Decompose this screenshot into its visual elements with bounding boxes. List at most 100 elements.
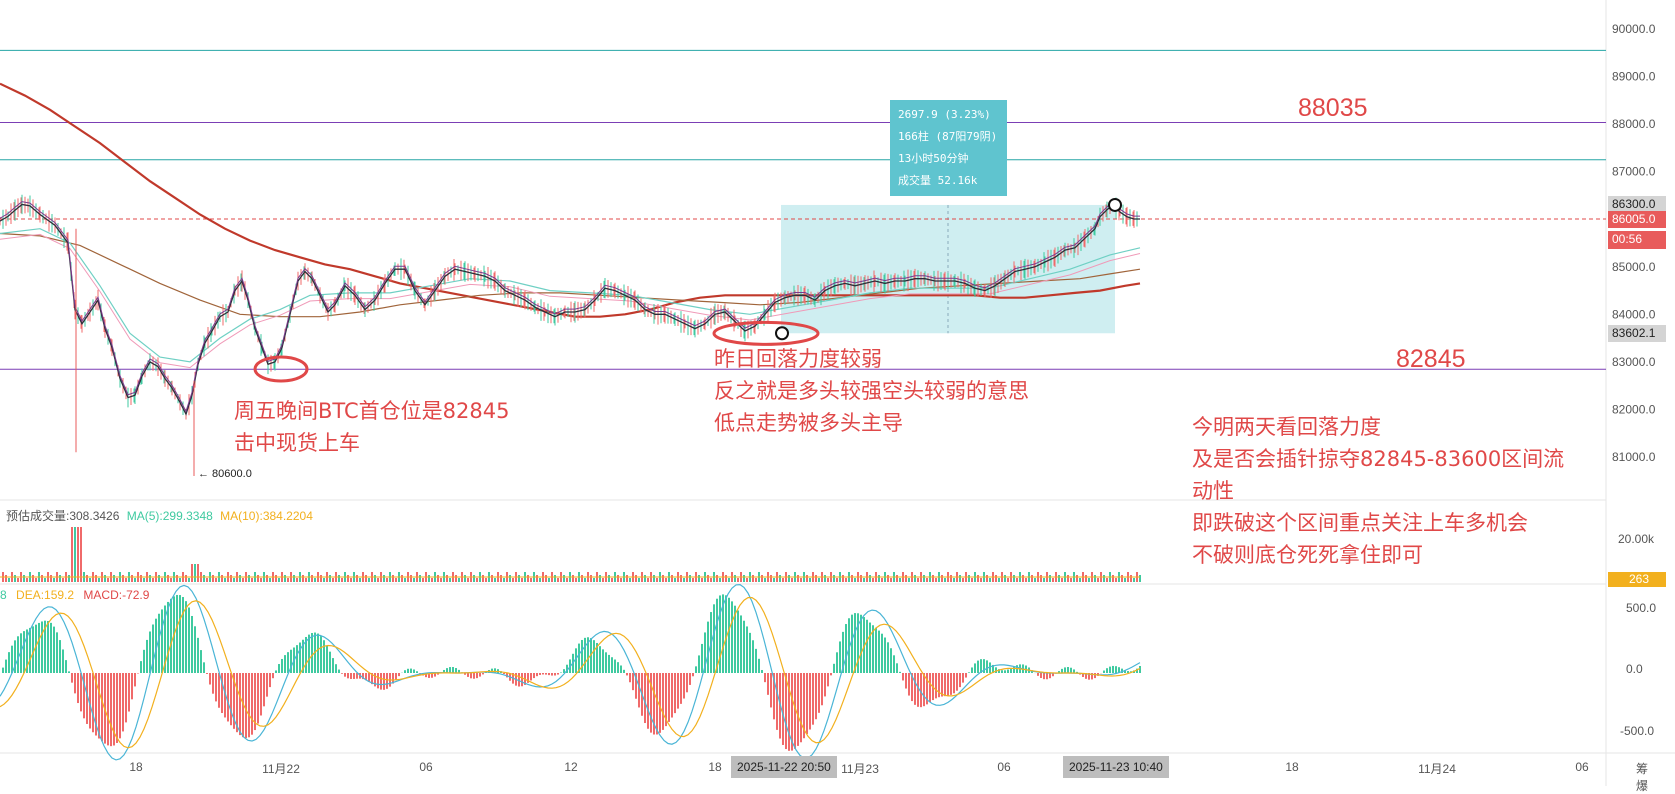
macd-histogram-bar [839, 641, 841, 673]
macd-histogram-bar [680, 673, 682, 704]
volume-bar [1007, 578, 1009, 582]
macd-histogram-bar [158, 614, 160, 673]
x-crosshair-start: 2025-11-22 20:50 [731, 756, 837, 778]
volume-tick-label: 20.00k [1618, 532, 1655, 546]
macd-histogram-bar [62, 649, 64, 673]
volume-bar [1022, 575, 1024, 582]
volume-bar [743, 575, 745, 582]
macd-histogram-bar [449, 667, 451, 673]
volume-bar [707, 575, 709, 582]
price-tick-label: 83000.0 [1612, 355, 1656, 369]
volume-bar [224, 578, 226, 582]
macd-histogram-bar [266, 673, 268, 697]
volume-bar [1112, 575, 1114, 582]
volume-bar [233, 578, 235, 582]
volume-legend-value: 预估成交量:308.3426 [6, 509, 119, 523]
price-badge-last: 86005.0 [1608, 211, 1666, 228]
macd-histogram-bar [2, 668, 4, 673]
macd-histogram-bar [1046, 673, 1048, 679]
macd-histogram-bar [893, 655, 895, 673]
volume-bar [1088, 578, 1090, 582]
highlight-ellipse [714, 322, 818, 344]
macd-histogram-bar [299, 643, 301, 673]
macd-histogram-bar [629, 673, 631, 682]
macd-histogram-bar [479, 673, 481, 677]
volume-bar [590, 575, 592, 582]
volume-bar [395, 578, 397, 582]
volume-bar [1043, 578, 1045, 582]
macd-histogram-bar [350, 673, 352, 679]
volume-panel [0, 527, 1141, 582]
macd-histogram-bar [800, 673, 802, 742]
annotation-line: 今明两天看回落力度 [1192, 411, 1564, 443]
macd-histogram-bar [107, 673, 109, 745]
x-tick: 11月22 [262, 760, 300, 777]
x-tick: 18 [129, 760, 142, 774]
volume-bar [74, 527, 76, 582]
annotation-line: 动性 [1192, 475, 1564, 507]
macd-histogram-bar [296, 645, 298, 673]
macd-histogram-bar [1070, 668, 1072, 673]
macd-legend-dea: DEA:159.2 [16, 588, 74, 602]
macd-histogram-bar [230, 673, 232, 725]
macd-histogram-bar [185, 601, 187, 673]
volume-bar [566, 578, 568, 582]
macd-histogram-bar [209, 673, 211, 685]
volume-bar [32, 575, 34, 582]
macd-histogram-bar [53, 627, 55, 673]
annotation-line: 及是否会插针掠夺82845-83600区间流 [1192, 443, 1564, 475]
macd-histogram-bar [689, 673, 691, 685]
volume-bar [905, 575, 907, 582]
point-marker [1109, 199, 1121, 211]
macd-histogram-bar [845, 624, 847, 673]
macd-histogram-bar [227, 673, 229, 721]
macd-histogram-bar [470, 673, 472, 678]
volume-bar [401, 575, 403, 582]
volume-bar [644, 575, 646, 582]
volume-bar [458, 578, 460, 582]
volume-bar [287, 578, 289, 582]
volume-bar [293, 575, 295, 582]
volume-badge: 263 [1608, 572, 1666, 587]
macd-histogram-bar [899, 672, 901, 673]
macd-histogram-bar [977, 661, 979, 673]
x-tick: 18 [708, 760, 721, 774]
price-tick-label: 84000.0 [1612, 307, 1656, 321]
macd-histogram-bar [521, 673, 523, 686]
volume-bar [764, 578, 766, 582]
volume-bar [188, 578, 190, 582]
axis-corner-buttons[interactable]: 筹 爆 [1636, 760, 1675, 794]
macd-histogram-bar [245, 673, 247, 738]
macd-histogram-bar [887, 642, 889, 673]
volume-bar [158, 575, 160, 582]
macd-histogram-bar [713, 604, 715, 673]
volume-bar [1133, 578, 1135, 582]
volume-bar [890, 578, 892, 582]
volume-bar [782, 578, 784, 582]
volume-bar [932, 575, 934, 582]
volume-bar [248, 575, 250, 582]
volume-bar [503, 578, 505, 582]
volume-bar [149, 575, 151, 582]
volume-bar [68, 575, 70, 582]
volume-bar [1094, 575, 1096, 582]
macd-histogram-bar [218, 673, 220, 708]
macd-histogram-bar [1037, 673, 1039, 676]
macd-histogram-bar [473, 673, 475, 679]
volume-bar [953, 578, 955, 582]
volume-bar [1076, 575, 1078, 582]
volume-bar [500, 575, 502, 582]
macd-histogram-bar [605, 652, 607, 673]
macd-histogram-bar [92, 673, 94, 732]
macd-histogram-bar [971, 667, 973, 673]
macd-histogram-bar [578, 644, 580, 673]
x-tick: 18 [1285, 760, 1298, 774]
macd-histogram-bar [284, 655, 286, 673]
volume-bar [779, 575, 781, 582]
macd-histogram-bar [311, 633, 313, 673]
volume-bar [494, 578, 496, 582]
macd-histogram-bar [416, 671, 418, 673]
volume-bar [212, 575, 214, 582]
volume-bar [989, 578, 991, 582]
macd-histogram-bar [860, 615, 862, 673]
